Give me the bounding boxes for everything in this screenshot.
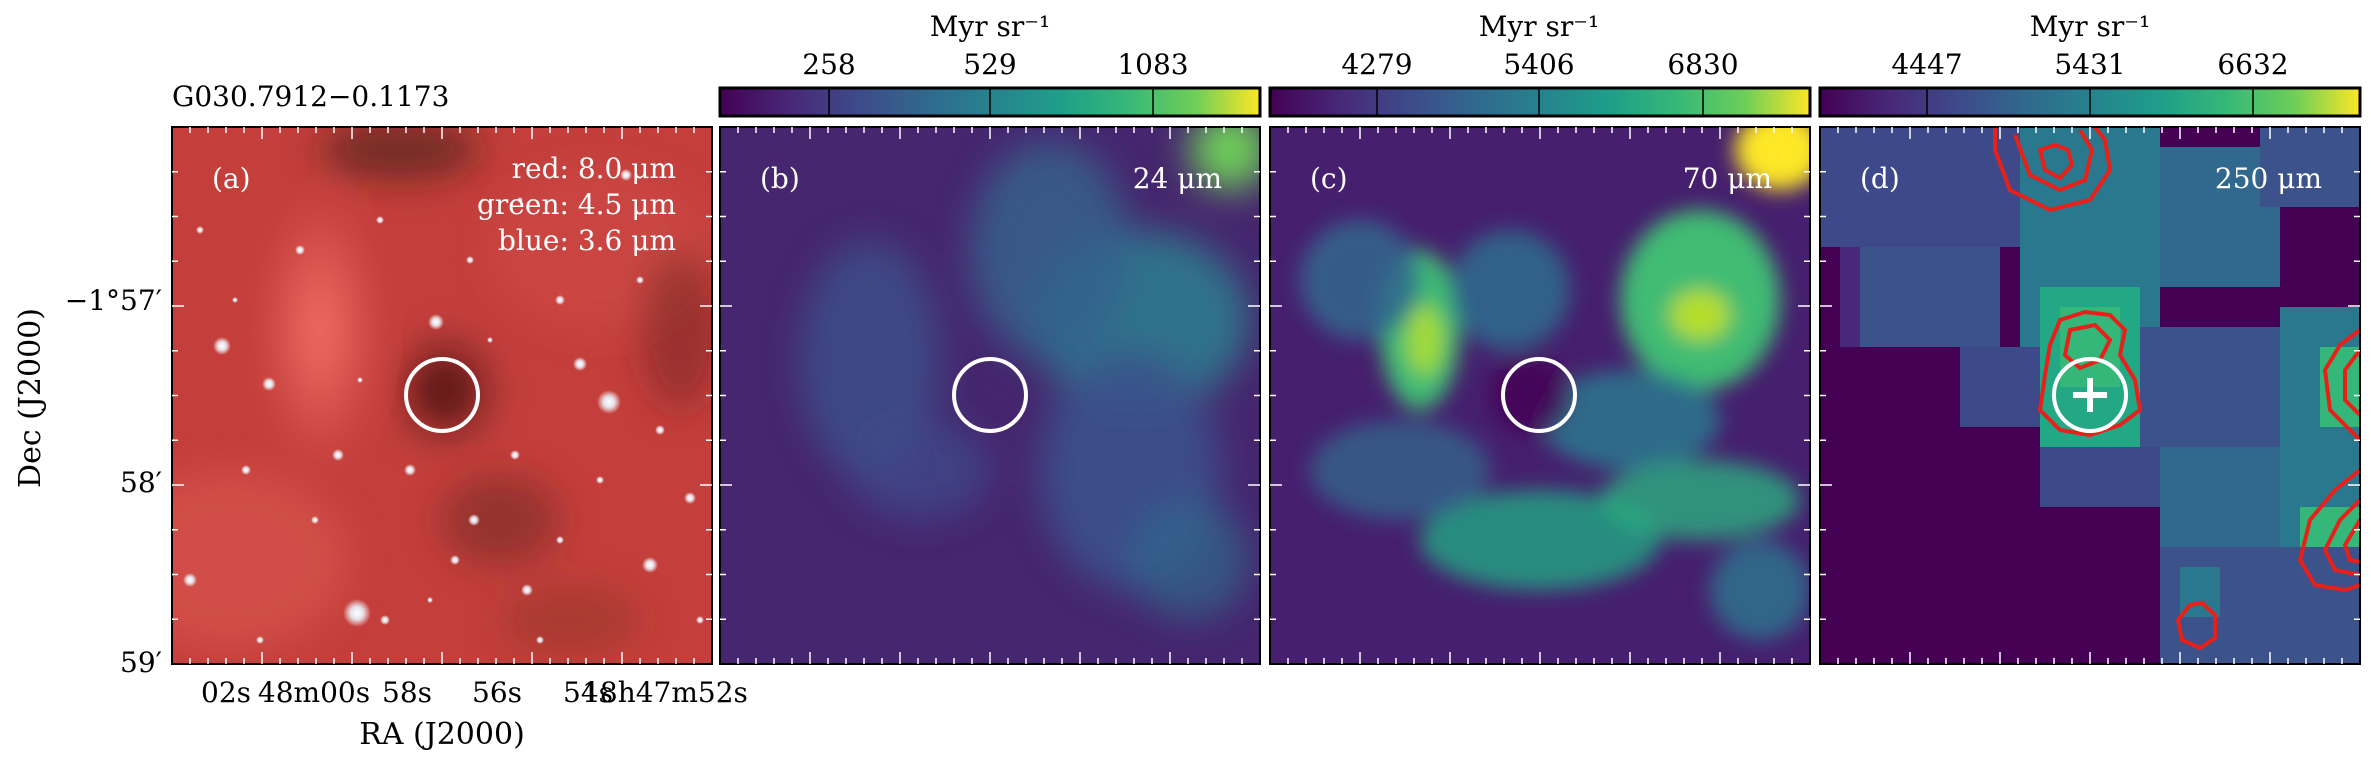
dec-tick-label: 59′ <box>120 646 162 679</box>
colorbar-tick-label: 1083 <box>1117 48 1188 81</box>
band-label-3: blue: 3.6 μm <box>498 224 676 257</box>
source-cross-marker <box>2073 378 2107 412</box>
ra-tick-label: 02s <box>201 676 251 709</box>
colorbar-c: Myr sr⁻¹ 4279 5406 6830 <box>1268 10 1812 118</box>
source-aperture-circle <box>2052 357 2128 433</box>
contours <box>1993 127 2360 651</box>
colorbar-tick-label: 4447 <box>1891 48 1962 81</box>
ra-tick-label: 56s <box>472 676 522 709</box>
colorbar-unit: Myr sr⁻¹ <box>1479 10 1600 43</box>
band-label: 70 μm <box>1683 162 1772 195</box>
dec-tick-label: 58′ <box>120 466 162 499</box>
source-aperture-circle <box>404 357 480 433</box>
panel-tag: (b) <box>760 162 800 195</box>
colorbar-unit: Myr sr⁻¹ <box>930 10 1051 43</box>
panel-c: (c) 70 μm <box>1269 126 1811 665</box>
colorbar-tick-label: 4279 <box>1341 48 1412 81</box>
band-label-1: red: 8.0 μm <box>512 152 676 185</box>
panel-c-image <box>1270 127 1810 664</box>
panel-a-image <box>172 127 712 664</box>
panel-d-image <box>1820 127 2360 664</box>
colorbar-tick-label: 5431 <box>2054 48 2125 81</box>
ra-tick-label: 58s <box>382 676 432 709</box>
dec-axis-label: Dec (J2000) <box>13 308 48 488</box>
panel-tag: (d) <box>1860 162 1900 195</box>
band-label-2: green: 4.5 μm <box>477 188 676 221</box>
source-title: G030.7912−0.1173 <box>172 80 449 113</box>
colorbar-d: Myr sr⁻¹ 4447 5431 6632 <box>1818 10 2362 118</box>
band-label: 24 μm <box>1133 162 1222 195</box>
colorbar-tick-label: 5406 <box>1503 48 1574 81</box>
panel-d: (d) 250 μm <box>1819 126 2361 665</box>
colorbar-tick-label: 6632 <box>2217 48 2288 81</box>
dec-tick-label: −1°57′ <box>65 284 162 317</box>
ra-tick-label: 48m00s <box>258 676 370 709</box>
panel-tag: (c) <box>1310 162 1348 195</box>
source-aperture-circle <box>952 357 1028 433</box>
colorbar-unit: Myr sr⁻¹ <box>2030 10 2151 43</box>
band-label: 250 μm <box>2215 162 2322 195</box>
ra-tick-label: 54s <box>563 676 613 709</box>
colorbar-tick-label: 258 <box>802 48 855 81</box>
panel-tick-marks <box>172 127 2360 664</box>
colorbar-tick-label: 6830 <box>1667 48 1738 81</box>
panel-tag: (a) <box>212 162 251 195</box>
pixel-map <box>1820 127 2360 664</box>
panel-b: (b) 24 μm <box>719 126 1261 665</box>
stars <box>183 169 704 644</box>
source-aperture-circle <box>1501 357 1577 433</box>
ra-tick-label: 18h47m52s <box>582 676 748 709</box>
panel-a: (a) red: 8.0 μm green: 4.5 μm blue: 3.6 … <box>171 126 713 665</box>
panel-b-image <box>720 127 1260 664</box>
colorbar-b: Myr sr⁻¹ 258 529 1083 <box>718 10 1262 118</box>
colorbar-tick-label: 529 <box>963 48 1016 81</box>
ra-axis-label: RA (J2000) <box>359 717 525 752</box>
